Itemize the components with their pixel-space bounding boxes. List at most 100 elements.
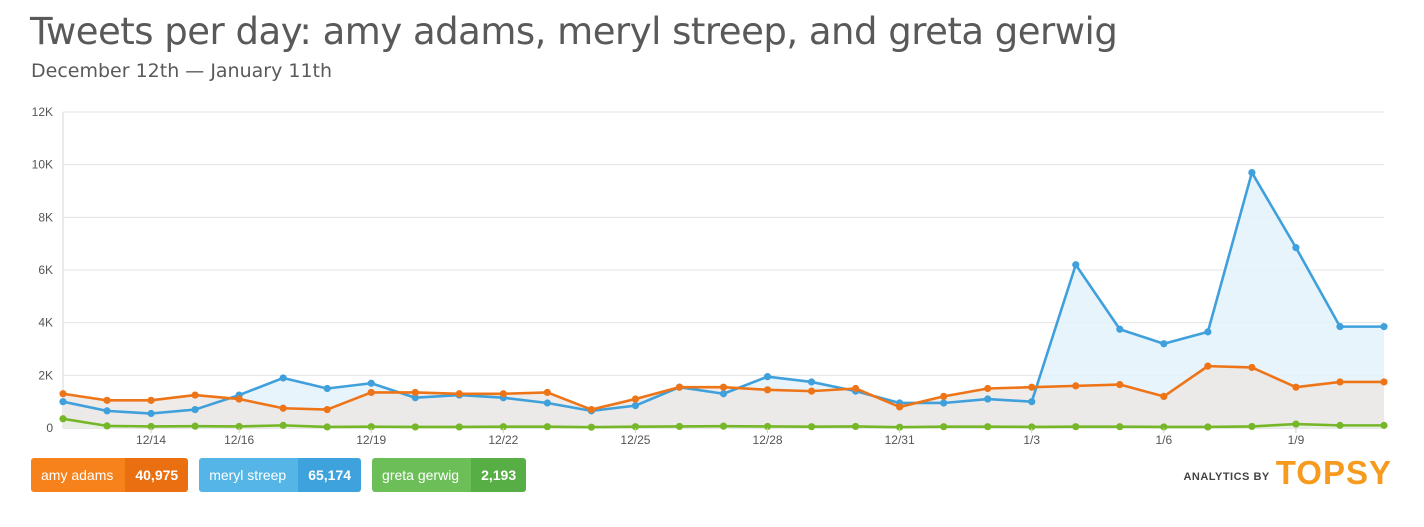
data-point-meryl-streep [984, 395, 992, 403]
data-point-greta-gerwig [367, 423, 375, 431]
data-point-greta-gerwig [191, 422, 199, 430]
data-point-meryl-streep [1248, 168, 1256, 177]
data-point-greta-gerwig [1028, 423, 1036, 431]
line-chart: 0 2K 4K 6K 8K 10K 12K 12/14 12/16 12/19 12/22 12/25… [32, 105, 1388, 447]
data-point-greta-gerwig [103, 422, 111, 430]
data-point-greta-gerwig [984, 423, 992, 431]
data-point-meryl-streep [191, 405, 199, 414]
x-tick-label: 12/31 [885, 433, 915, 447]
data-point-amy-adams [543, 388, 551, 397]
y-tick-label: 2K [38, 368, 53, 382]
data-point-meryl-streep [103, 407, 111, 415]
data-point-amy-adams [807, 387, 816, 395]
data-point-greta-gerwig [323, 423, 331, 431]
data-point-amy-adams [852, 384, 860, 393]
data-point-meryl-streep [1028, 398, 1036, 406]
data-point-greta-gerwig [499, 423, 507, 431]
legend-label: amy adams [31, 458, 126, 492]
data-point-amy-adams [719, 383, 728, 391]
legend-count: 65,174 [298, 458, 362, 492]
data-point-greta-gerwig [455, 423, 463, 431]
legend-label: meryl streep [199, 458, 299, 492]
data-point-amy-adams [191, 391, 199, 399]
data-point-meryl-streep [147, 409, 155, 418]
data-point-meryl-streep [940, 399, 948, 407]
data-point-amy-adams [1160, 392, 1168, 400]
data-point-meryl-streep [1380, 323, 1388, 331]
data-point-amy-adams [1116, 380, 1124, 389]
data-point-greta-gerwig [852, 422, 860, 431]
data-point-amy-adams [367, 388, 375, 397]
legend-chip-amy-adams[interactable]: amy adams 40,975 [31, 458, 189, 492]
data-point-amy-adams [147, 396, 155, 404]
data-point-amy-adams [411, 388, 419, 397]
data-point-greta-gerwig [59, 415, 67, 423]
data-point-amy-adams [455, 390, 463, 398]
series-area-meryl-streep [63, 172, 1384, 428]
data-point-meryl-streep [323, 384, 331, 393]
y-tick-label: 8K [38, 210, 53, 224]
x-tick-label: 12/14 [136, 433, 166, 447]
y-tick-label: 10K [32, 158, 53, 172]
data-point-amy-adams [279, 404, 287, 412]
data-point-meryl-streep [1160, 340, 1168, 348]
data-point-greta-gerwig [543, 423, 551, 431]
data-point-amy-adams [1292, 383, 1300, 391]
y-tick-label: 6K [38, 263, 53, 277]
data-point-amy-adams [763, 386, 772, 394]
data-point-amy-adams [59, 390, 67, 398]
data-point-greta-gerwig [1204, 423, 1212, 431]
data-point-meryl-streep [543, 399, 551, 407]
data-point-amy-adams [675, 383, 684, 391]
data-point-greta-gerwig [1248, 422, 1256, 431]
legend-count: 2,193 [471, 458, 527, 492]
data-point-amy-adams [1204, 362, 1212, 370]
y-tick-label: 0 [46, 421, 53, 435]
x-tick-label: 12/25 [620, 433, 650, 447]
data-point-amy-adams [235, 395, 243, 403]
data-point-meryl-streep [1336, 323, 1344, 331]
data-point-greta-gerwig [940, 423, 948, 431]
legend-count: 40,975 [125, 458, 189, 492]
data-point-amy-adams [896, 403, 904, 411]
y-tick-label: 12K [32, 105, 53, 119]
data-point-amy-adams [1380, 378, 1388, 386]
data-point-amy-adams [323, 405, 331, 414]
x-tick-label: 12/16 [224, 433, 254, 447]
data-point-amy-adams [587, 405, 596, 414]
data-point-meryl-streep [1292, 244, 1300, 252]
data-point-amy-adams [1248, 363, 1256, 372]
data-point-greta-gerwig [235, 422, 243, 431]
y-tick-label: 4K [38, 316, 53, 330]
data-point-greta-gerwig [1380, 421, 1388, 429]
data-point-amy-adams [499, 390, 507, 398]
data-point-meryl-streep [367, 379, 375, 387]
data-point-meryl-streep [1116, 325, 1124, 333]
data-point-greta-gerwig [719, 422, 728, 430]
data-point-amy-adams [984, 384, 992, 393]
legend-chip-greta-gerwig[interactable]: greta gerwig 2,193 [372, 458, 527, 492]
data-point-greta-gerwig [587, 423, 596, 431]
x-tick-label: 1/6 [1155, 433, 1172, 447]
data-point-meryl-streep [631, 402, 640, 410]
brand-credit[interactable]: ANALYTICS BY TOPSY [1183, 456, 1392, 489]
chart-subtitle: December 12th — January 11th [31, 60, 333, 82]
data-point-amy-adams [1336, 378, 1344, 386]
data-point-meryl-streep [763, 373, 772, 381]
data-point-meryl-streep [59, 398, 67, 406]
legend-chip-meryl-streep[interactable]: meryl streep 65,174 [199, 458, 362, 492]
x-tick-label: 12/22 [488, 433, 518, 447]
data-point-greta-gerwig [411, 423, 419, 431]
x-tick-label: 12/28 [753, 433, 783, 447]
data-point-amy-adams [1028, 383, 1036, 391]
data-point-greta-gerwig [279, 421, 287, 429]
x-tick-label: 12/19 [356, 433, 386, 447]
legend: amy adams 40,975 meryl streep 65,174 gre… [31, 458, 527, 492]
data-point-meryl-streep [1072, 261, 1080, 269]
data-point-meryl-streep [279, 374, 287, 382]
data-point-greta-gerwig [147, 422, 155, 431]
data-point-greta-gerwig [1292, 420, 1300, 428]
data-point-greta-gerwig [763, 422, 772, 431]
data-point-greta-gerwig [1160, 423, 1168, 431]
data-point-amy-adams [940, 392, 948, 400]
